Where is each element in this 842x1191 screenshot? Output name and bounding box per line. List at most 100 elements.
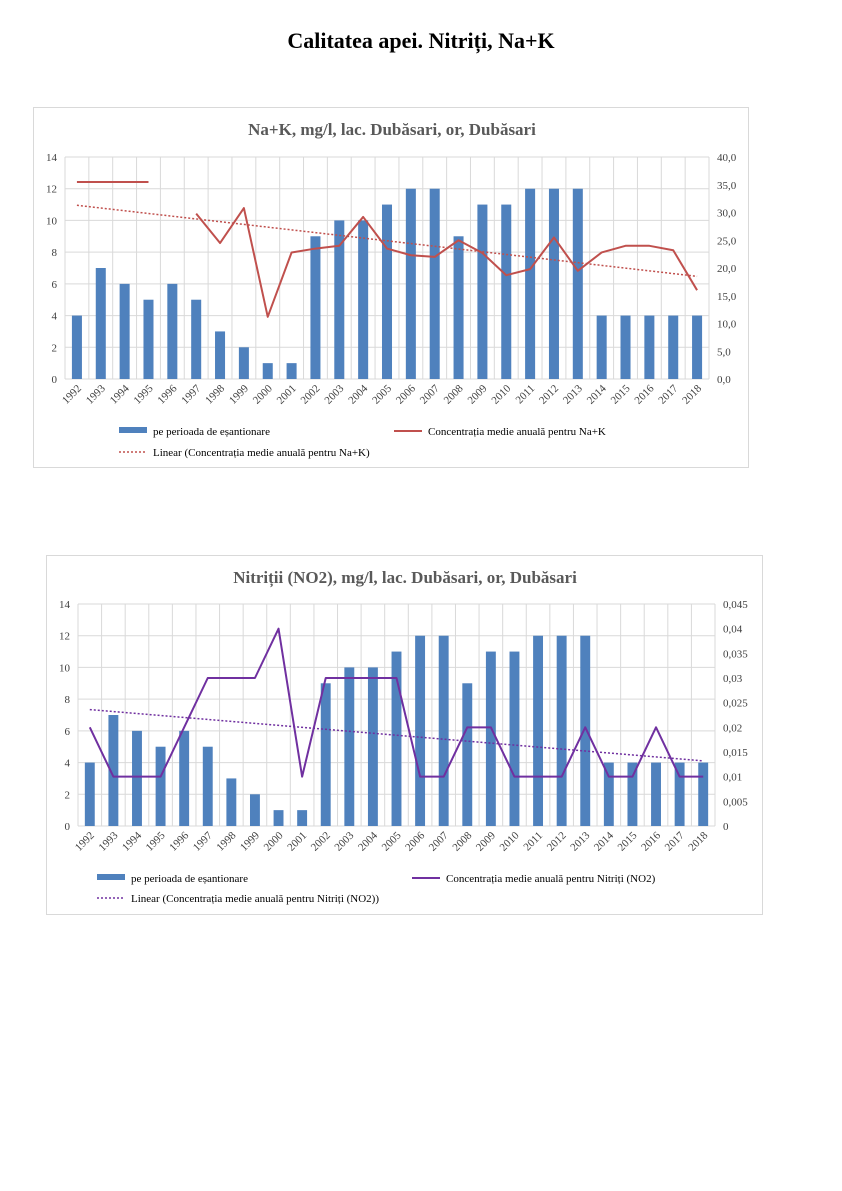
x-tick-label: 1995 <box>132 382 156 406</box>
legend-label-line: Concentrația medie anuală pentru Na+K <box>428 426 606 438</box>
bar <box>191 299 202 379</box>
bar <box>273 810 284 826</box>
legend-label-bar: pe perioada de eșantionare <box>153 426 270 438</box>
right-axis-tick-label: 25,0 <box>717 235 737 247</box>
bar <box>485 651 496 826</box>
bar <box>367 667 378 826</box>
bar <box>310 236 321 379</box>
chart-nitrites-svg: Nitriții (NO2), mg/l, lac. Dubăsari, or,… <box>59 568 748 905</box>
bar <box>226 778 237 826</box>
series-line <box>195 207 698 318</box>
x-tick-label: 1995 <box>144 829 168 853</box>
bar <box>84 762 95 826</box>
x-tick-label: 2006 <box>394 382 418 406</box>
right-axis-tick-label: 30,0 <box>717 208 737 220</box>
bar <box>344 667 355 826</box>
bar <box>119 283 130 379</box>
right-axis-tick-label: 0 <box>723 821 729 833</box>
x-tick-label: 1998 <box>203 382 227 406</box>
x-tick-label: 2012 <box>545 830 569 854</box>
bar <box>509 651 520 826</box>
right-axis-tick-label: 0,005 <box>723 796 748 808</box>
bar <box>334 220 345 379</box>
bar <box>391 651 402 826</box>
left-axis-tick-label: 2 <box>65 789 71 801</box>
x-tick-label: 1999 <box>238 829 262 853</box>
x-tick-label: 1997 <box>179 382 203 406</box>
left-axis-tick-label: 4 <box>52 311 58 323</box>
series-line <box>88 627 704 778</box>
bar <box>603 762 614 826</box>
trend-line <box>76 204 698 278</box>
bar <box>580 635 591 826</box>
chart-title: Na+K, mg/l, lac. Dubăsari, or, Dubăsari <box>248 120 536 139</box>
left-axis-tick-label: 0 <box>65 821 71 833</box>
left-axis-tick-label: 8 <box>65 694 71 706</box>
legend-label-line: Concentrația medie anuală pentru Nitriți… <box>446 873 656 885</box>
bar <box>238 347 249 379</box>
x-tick-label: 2002 <box>309 830 333 854</box>
x-tick-label: 2010 <box>498 829 522 853</box>
bar <box>525 188 536 379</box>
x-tick-label: 2017 <box>656 382 680 406</box>
bar <box>453 236 464 379</box>
bar <box>644 315 655 379</box>
right-axis-tick-label: 0,0 <box>717 374 731 386</box>
x-tick-label: 1993 <box>84 382 108 406</box>
x-tick-label: 2005 <box>380 829 404 853</box>
right-axis-tick-label: 0,04 <box>723 624 743 636</box>
x-tick-label: 1996 <box>167 829 191 853</box>
bar <box>95 268 106 379</box>
bar <box>405 188 416 379</box>
bar <box>429 188 440 379</box>
right-axis-tick-label: 0,01 <box>723 772 742 784</box>
x-tick-label: 2018 <box>680 382 704 406</box>
legend-swatch-bar <box>119 427 147 433</box>
bar <box>692 315 703 379</box>
left-axis-tick-label: 8 <box>52 247 58 259</box>
left-axis-tick-label: 14 <box>46 152 58 164</box>
x-tick-label: 1997 <box>191 829 215 853</box>
x-tick-label: 1996 <box>155 382 179 406</box>
left-axis-tick-label: 2 <box>52 342 58 354</box>
legend-label-trend: Linear (Concentrația medie anuală pentru… <box>153 447 370 459</box>
x-tick-label: 2013 <box>568 829 592 853</box>
left-axis-tick-label: 6 <box>65 726 71 738</box>
bar <box>501 204 512 379</box>
bar <box>477 204 488 379</box>
page-title: Calitatea apei. Nitriți, Na+K <box>287 28 555 53</box>
x-tick-label: 2003 <box>332 829 356 853</box>
bar <box>381 204 393 379</box>
right-axis-tick-label: 5,0 <box>717 346 731 358</box>
right-axis-tick-label: 40,0 <box>717 152 737 164</box>
left-axis-tick-label: 10 <box>59 662 71 674</box>
bar <box>297 810 308 826</box>
bar <box>596 315 607 379</box>
bar <box>668 315 679 379</box>
bar <box>674 762 685 826</box>
x-tick-label: 2003 <box>322 382 346 406</box>
bar <box>286 363 297 379</box>
chart-na-k: Na+K, mg/l, lac. Dubăsari, or, Dubăsari 0… <box>33 107 749 468</box>
bar <box>358 220 369 379</box>
x-tick-label: 2016 <box>639 829 663 853</box>
bar <box>438 635 449 826</box>
x-tick-label: 1993 <box>96 829 120 853</box>
x-tick-label: 2007 <box>418 382 442 406</box>
bar <box>143 299 154 379</box>
right-axis-tick-label: 0,015 <box>723 747 748 759</box>
x-tick-label: 2004 <box>346 382 370 406</box>
chart-title: Nitriții (NO2), mg/l, lac. Dubăsari, or,… <box>233 568 577 588</box>
left-axis-tick-label: 6 <box>52 279 58 291</box>
right-axis-tick-label: 0,02 <box>723 722 742 734</box>
x-tick-label: 2010 <box>489 382 513 406</box>
x-tick-label: 2007 <box>427 829 451 853</box>
bar <box>202 746 213 826</box>
bar <box>320 683 331 826</box>
x-tick-label: 2002 <box>299 383 323 407</box>
left-axis-tick-label: 4 <box>65 758 71 770</box>
legend-label-trend: Linear (Concentrația medie anuală pentru… <box>131 893 379 905</box>
bar <box>108 715 119 826</box>
x-tick-label: 2015 <box>609 382 633 406</box>
bar <box>71 315 82 379</box>
